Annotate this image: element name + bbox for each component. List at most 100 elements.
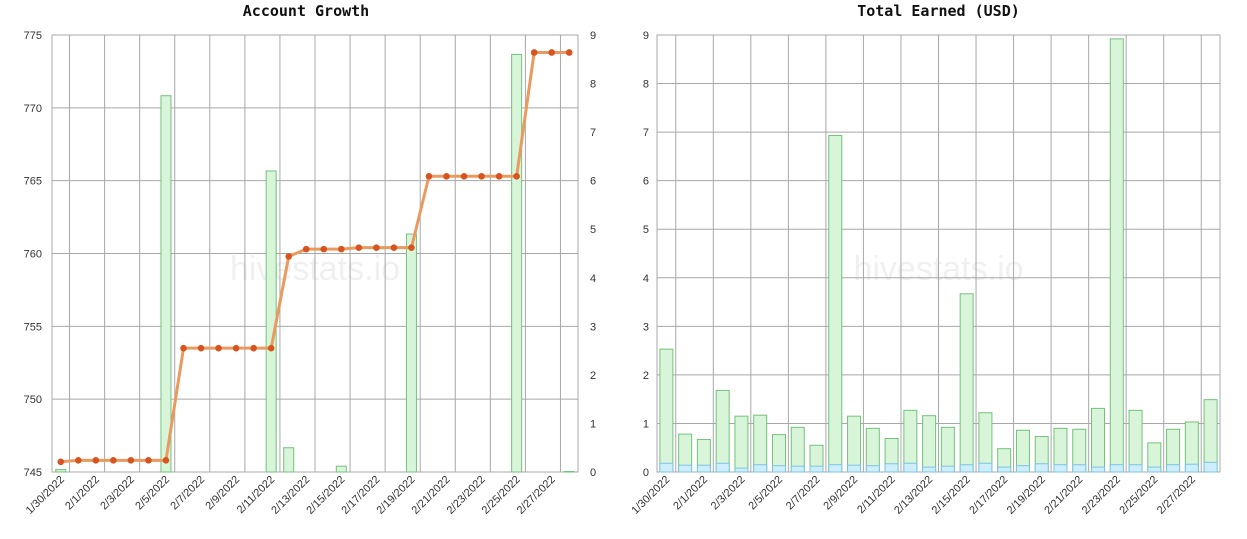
bar (511, 53, 523, 473)
y-tick-label: 1 (643, 418, 649, 430)
earned-bar-lower (678, 464, 693, 473)
line-point (548, 49, 555, 56)
line-point (215, 344, 222, 352)
x-tick-label: 2/7/2022 (784, 474, 823, 513)
bar (265, 170, 277, 473)
earned-bar-lower (1128, 464, 1143, 473)
y-right-tick-label: 9 (590, 30, 596, 42)
x-tick-label: 2/27/2022 (515, 474, 558, 517)
earned-bar (959, 293, 974, 473)
line-point (302, 245, 310, 253)
y-right-tick-label: 3 (590, 321, 596, 333)
y-left-tick-label: 745 (24, 467, 42, 479)
earned-bar-lower (1184, 463, 1199, 473)
earned-bar (753, 414, 768, 473)
line-point (478, 172, 485, 180)
y-tick-label: 7 (643, 127, 649, 139)
y-left-tick-label: 770 (24, 103, 42, 115)
line-point (320, 245, 328, 253)
line-point (495, 172, 503, 180)
y-left-tick-label: 775 (24, 30, 42, 42)
earned-bar (1128, 409, 1143, 473)
y-tick-label: 2 (643, 370, 649, 382)
earned-bar-lower (659, 462, 674, 473)
x-tick-label: 1/30/2022 (24, 474, 67, 517)
y-tick-label: 6 (643, 176, 649, 188)
line-point (355, 244, 363, 251)
line-point (110, 457, 117, 464)
y-tick-label: 0 (643, 467, 649, 479)
earned-bar-lower (1034, 463, 1049, 473)
x-tick-label: 2/15/2022 (930, 474, 973, 517)
line-point (408, 244, 415, 251)
bar (563, 471, 575, 473)
y-left-tick-label: 760 (24, 249, 42, 261)
line-point (425, 172, 433, 180)
earned-bar-lower (903, 462, 918, 473)
earned-bar (1203, 399, 1218, 473)
bar (55, 469, 67, 473)
y-right-tick-label: 1 (590, 418, 596, 430)
y-right-tick-label: 0 (590, 467, 596, 479)
y-left-tick-label: 755 (24, 321, 42, 333)
earned-bar-lower (734, 467, 749, 473)
line-point (530, 49, 538, 56)
x-tick-label: 2/3/2022 (98, 474, 137, 513)
earned-bar (828, 135, 843, 473)
y-right-tick-label: 6 (590, 176, 596, 188)
line-point (145, 457, 152, 464)
earned-bar-lower (1053, 464, 1068, 473)
earned-bar (1091, 407, 1106, 473)
plot-frame (656, 34, 1221, 473)
x-tick-label: 2/3/2022 (709, 474, 748, 513)
x-tick-label: 2/1/2022 (671, 474, 710, 513)
line-point (57, 458, 65, 466)
x-tick-label: 2/9/2022 (821, 474, 860, 513)
line-point (267, 344, 275, 352)
earned-bar-lower (771, 465, 786, 473)
y-left-tick-label: 750 (24, 394, 42, 406)
x-tick-label: 2/17/2022 (967, 474, 1010, 517)
line-point (513, 172, 520, 180)
earned-bar (790, 426, 805, 473)
earned-bar-lower (1109, 464, 1124, 473)
x-tick-label: 1/30/2022 (629, 474, 672, 517)
x-tick-label: 2/5/2022 (133, 474, 172, 513)
x-tick-label: 2/1/2022 (63, 474, 102, 513)
y-tick-label: 9 (643, 30, 649, 42)
earned-bar-lower (696, 464, 711, 473)
account-growth-panel: Account Growth hivestats.io 745 750 755 760 7… (0, 0, 620, 539)
line-point (232, 344, 240, 352)
line-point (162, 457, 170, 464)
y-tick-label: 3 (643, 321, 649, 333)
bar (335, 465, 347, 473)
x-tick-label: 2/25/2022 (1117, 474, 1160, 517)
x-tick-label: 2/21/2022 (1042, 474, 1085, 517)
line-point (197, 344, 205, 352)
earned-bar-lower (865, 465, 880, 473)
total-earned-chart: hivestats.io01234567891/30/20222/1/20222… (629, 30, 1221, 517)
line-point (127, 457, 135, 464)
bar (160, 95, 172, 473)
earned-bar (1109, 38, 1124, 473)
y-tick-label: 8 (643, 79, 649, 91)
earned-bar (940, 426, 955, 473)
line-point (373, 244, 380, 251)
x-tick-label: 2/13/2022 (892, 474, 935, 517)
y-left-tick-label: 765 (24, 176, 42, 188)
earned-bar-lower (940, 465, 955, 473)
total-earned-panel: Total Earned (USD) hivestats.io 0 1 2 3 4 5 6 7 8… (620, 0, 1247, 539)
x-tick-label: 2/11/2022 (855, 474, 898, 517)
earned-bar-lower (978, 462, 993, 473)
line-point (285, 253, 293, 260)
y-right-tick-label: 8 (590, 79, 596, 91)
x-tick-label: 2/23/2022 (1080, 474, 1123, 517)
earned-bar-lower (884, 463, 899, 473)
earned-bar-lower (959, 464, 974, 473)
line-point (92, 457, 100, 464)
x-tick-label: 2/19/2022 (1005, 474, 1048, 517)
line-point (180, 344, 187, 352)
earned-bar-lower (922, 466, 937, 473)
line-point (460, 172, 468, 180)
earned-bar-lower (753, 464, 768, 473)
